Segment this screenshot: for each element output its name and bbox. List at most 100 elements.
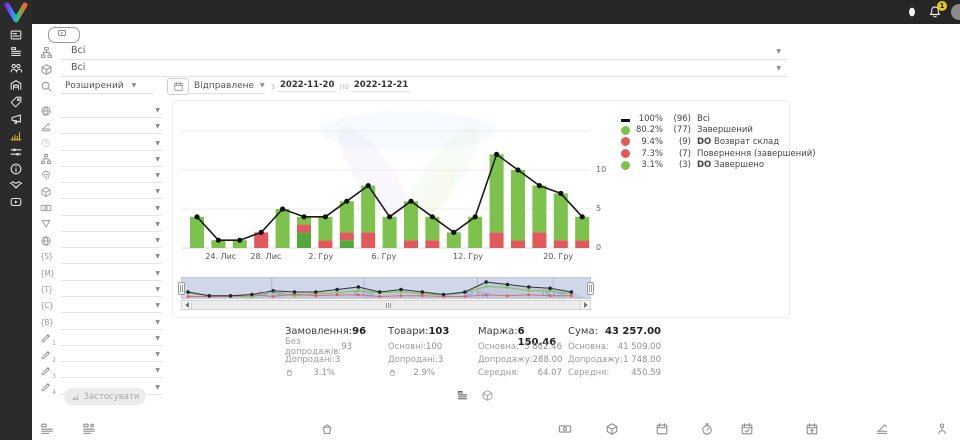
filter-row-token-12: {C} ▼ [40,298,162,314]
avatar[interactable] [951,4,960,20]
filter-row-cube: ▼ [40,184,162,200]
play-chip[interactable] [48,27,80,43]
scrollbar-grip[interactable] [386,303,391,308]
sidebar-item-info[interactable] [9,162,23,176]
toolbar-calendar-check-button[interactable] [740,422,754,436]
apply-button[interactable]: Застосувати [64,388,146,405]
calendar-type-button[interactable] [167,77,189,95]
filter-select[interactable]: ▼ [61,347,162,363]
globe-icon [40,105,52,117]
toolbar-money-button[interactable] [558,422,572,436]
bell-icon[interactable]: 1 [928,1,947,19]
filter-select[interactable]: ▼ [61,315,162,330]
pencil-icon: 2 [40,349,56,364]
sidebar-item-play-tile[interactable] [9,195,23,209]
search-mode-select[interactable]: Розширений ▼ [61,78,153,94]
legend-item[interactable]: 100% (96) Всі [621,113,816,125]
sidebar-item-chart-active[interactable] [9,128,23,142]
view-toggle-orders[interactable] [456,389,469,402]
x-tick: 28. Лис [250,252,282,261]
filter-select[interactable]: ▼ [61,136,162,151]
category-value: Всі [71,45,86,56]
filter-row-sitemap: ▼ [40,152,162,167]
filter-select[interactable]: ▼ [61,282,162,297]
filter-select[interactable]: ▼ [61,249,162,265]
navigator-right-handle[interactable] [587,282,594,295]
sidebar [0,0,32,440]
sidebar-item-warehouse[interactable] [9,78,23,92]
sidebar-item-tag[interactable] [9,95,23,109]
search-icon [40,80,53,93]
chevron-down-icon: ▼ [155,237,160,245]
toolbar-basket-button[interactable] [320,422,334,436]
sitemap-icon [40,153,52,165]
toolbar-hierarchy-button[interactable] [935,422,949,436]
chart-scrollbar[interactable] [181,300,591,310]
cube-icon [40,186,52,198]
calendar-icon [173,81,184,92]
chevron-down-icon: ▼ [155,318,160,326]
view-toggle-cube[interactable] [481,389,494,402]
legend-item[interactable]: 7.3% (7) Повернення (завершений) [621,148,816,160]
legend-item[interactable]: 9.4% (9) DO Возврат склад [621,136,816,148]
date-from-input[interactable]: 2022-11-20 [278,80,337,92]
chevron-down-icon: ▼ [155,123,160,131]
chevron-down-icon: ▼ [155,155,160,163]
sidebar-item-handshake[interactable] [9,178,23,192]
stat-subrow: Допродані: 3 [388,354,444,365]
filter-select[interactable]: ▼ [61,331,162,346]
filter-row-token-13: {B} ▼ [40,315,162,330]
filter-select[interactable]: ▼ [61,119,162,135]
category-select[interactable]: Всі ▼ [61,44,787,60]
navigator-left-handle[interactable] [178,282,185,295]
toolbar-calendar-export-button[interactable] [805,422,819,436]
navigator-tick: 19. Гру [541,290,566,298]
chevron-down-icon: ▼ [155,269,160,277]
toolbar-id-list-button[interactable] [40,422,54,436]
scroll-left-arrow[interactable] [182,301,192,309]
sidebar-item-megaphone[interactable] [9,112,23,126]
filter-select[interactable]: ▼ [61,363,162,379]
filter-select[interactable]: ▼ [61,201,162,216]
filter-select[interactable]: ▼ [61,266,162,281]
red-swatch [621,137,630,147]
topbar-right: 1 [905,0,960,24]
filter-select[interactable]: ▼ [61,298,162,314]
stat-subrow: Допродажу: 1 748.00 [568,354,661,365]
date-to-input[interactable]: 2022-12-21 [351,80,411,92]
sidebar-item-orders[interactable] [9,45,23,59]
filter-row-token-10: {M} ▼ [40,266,162,281]
date-type-select[interactable]: Відправлене ▼ [189,78,265,94]
sidebar-item-users[interactable] [9,61,23,75]
chevron-down-icon: ▼ [155,220,160,228]
filter-row-pencil: 2 ▼ [40,347,162,364]
stat-subrow: Середня: 64.07 [478,367,562,378]
chart-icon [71,392,80,401]
sidebar-item-card[interactable] [9,28,23,42]
filter-select[interactable]: ▼ [61,103,162,118]
legend-item[interactable]: 80.2% (77) Завершений [621,125,816,137]
scroll-right-arrow[interactable] [580,301,590,309]
product-select[interactable]: Всі ▼ [61,61,787,77]
category-icon [40,46,53,59]
navigator-tick: 5. Гру [353,290,375,298]
sidebar-item-sliders[interactable] [9,145,23,159]
legend-item[interactable]: 3.1% (3) DO Завершено [621,159,816,171]
stacked-bar-chart[interactable] [181,101,591,251]
chevron-down-icon: ▼ [776,65,781,72]
toolbar-cube-button[interactable] [605,422,619,436]
filter-select[interactable]: ▼ [61,217,162,232]
toolbar-level-button[interactable] [875,422,889,436]
toolbar-id-status-button[interactable] [82,422,96,436]
token-label: {B} [40,317,54,327]
filter-select[interactable]: ▼ [61,152,162,167]
filter-select[interactable]: ▼ [61,184,162,200]
chevron-down-icon: ▼ [155,302,160,310]
chart-navigator[interactable]: 28. Лис 5. Гру 12. Гру 19. Гру [178,277,594,299]
filter-select[interactable]: ▼ [61,168,162,184]
toolbar-timer-button[interactable] [700,422,714,436]
app-logo[interactable] [4,2,28,23]
toolbar-calendar-button[interactable] [655,422,669,436]
user-icon[interactable] [905,5,919,19]
filter-select[interactable]: ▼ [61,233,162,249]
